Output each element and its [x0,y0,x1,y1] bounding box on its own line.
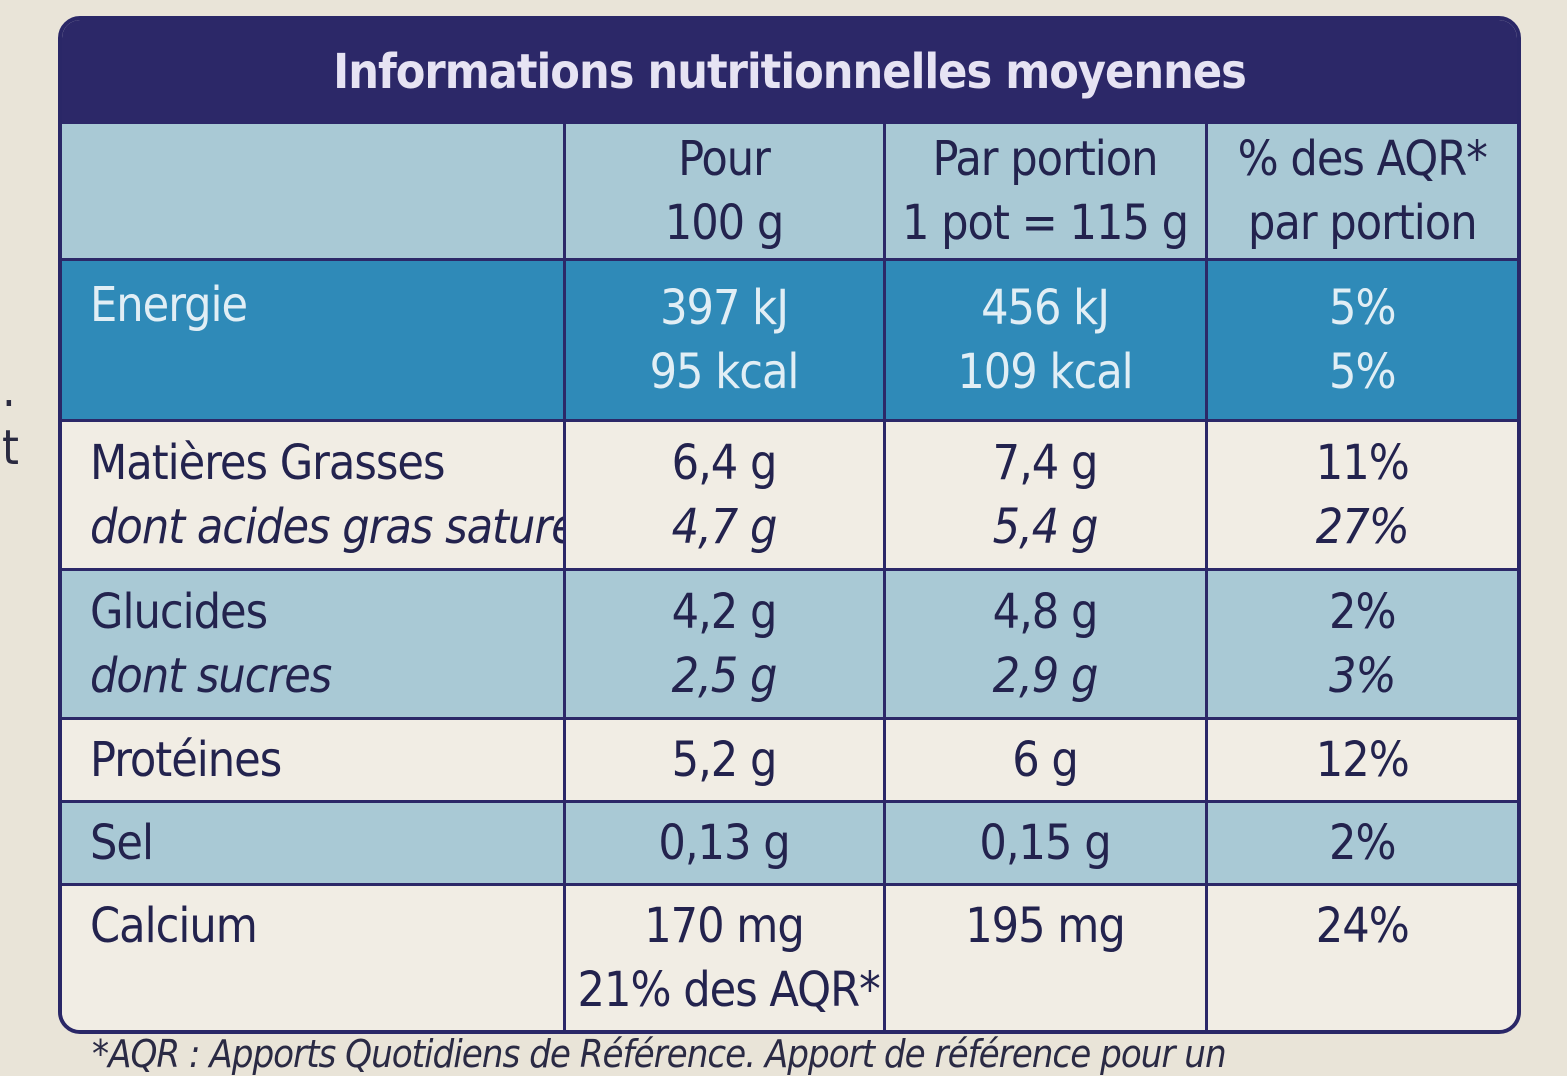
header-per-portion-line1: Par portion [932,131,1158,187]
matieres-grasses-value-portion: 7,4 g [992,435,1099,491]
energie-kj-percent: 5% [1328,280,1397,336]
matieres-grasses-percent: 11% [1315,435,1410,491]
acides-gras-satures-value-100g: 4,7 g [671,499,778,555]
glucides-per-100g: 4,2 g 2,5 g [562,568,886,720]
edge-mark-dot: . [2,362,16,418]
glucides-value-portion: 4,8 g [992,584,1099,640]
header-empty-cell [62,124,566,261]
glucides-value-100g: 4,2 g [671,584,778,640]
sel-label: Sel [62,800,566,886]
glucides-label: Glucides [90,584,268,640]
acides-gras-satures-label: dont acides gras saturés [90,499,564,555]
row-matieres-grasses: Matières Grasses dont acides gras saturé… [62,419,1517,571]
sel-per-portion: 0,15 g [882,800,1208,886]
row-calcium: Calcium 170 mg 21% des AQR* 195 mg 24% [62,883,1517,1030]
matieres-grasses-label-cell: Matières Grasses dont acides gras saturé… [62,419,566,571]
header-percent-aqr-line2: par portion [1247,195,1478,251]
nutrition-panel: Informations nutritionnelles moyennes Po… [58,16,1521,1034]
energie-kcal-per-100g: 95 kcal [649,344,800,400]
proteines-label: Protéines [62,717,566,803]
proteines-per-100g: 5,2 g [562,717,886,803]
header-percent-aqr: % des AQR* par portion [1204,124,1517,261]
sucres-label: dont sucres [90,648,332,704]
acides-gras-satures-value-portion: 5,4 g [992,499,1099,555]
energie-per-100g: 397 kJ 95 kcal [562,258,886,422]
energie-label: Energie [62,258,566,422]
header-per-portion-line2: 1 pot = 115 g [901,195,1189,251]
glucides-percent: 2% [1328,584,1397,640]
aqr-footnote: *AQR : Apports Quotidiens de Référence. … [92,1032,1227,1076]
energie-per-portion: 456 kJ 109 kcal [882,258,1208,422]
matieres-grasses-value-100g: 6,4 g [671,435,778,491]
calcium-percent-aqr: 24% [1204,883,1517,1030]
sel-percent-aqr: 2% [1204,800,1517,886]
sucres-value-100g: 2,5 g [671,648,778,704]
sel-per-100g: 0,13 g [562,800,886,886]
glucides-percent-aqr: 2% 3% [1204,568,1517,720]
calcium-aqr-100g: 21% des AQR* [577,962,881,1018]
energie-kj-per-portion: 456 kJ [981,280,1110,336]
energie-kcal-percent: 5% [1328,344,1397,400]
energie-percent-aqr: 5% 5% [1204,258,1517,422]
proteines-percent-aqr: 12% [1204,717,1517,803]
calcium-per-portion: 195 mg [882,883,1208,1030]
matieres-grasses-per-portion: 7,4 g 5,4 g [882,419,1208,571]
header-row: Pour 100 g Par portion 1 pot = 115 g % d… [62,124,1517,261]
header-per-100g: Pour 100 g [562,124,886,261]
proteines-per-portion: 6 g [882,717,1208,803]
header-per-100g-line2: 100 g [664,195,785,251]
matieres-grasses-percent-aqr: 11% 27% [1204,419,1517,571]
nutrition-table: Pour 100 g Par portion 1 pot = 115 g % d… [62,124,1517,1030]
glucides-label-cell: Glucides dont sucres [62,568,566,720]
energie-kcal-per-portion: 109 kcal [957,344,1133,400]
edge-mark-t: t [2,420,19,476]
row-sel: Sel 0,13 g 0,15 g 2% [62,800,1517,886]
calcium-per-100g: 170 mg 21% des AQR* [562,883,886,1030]
matieres-grasses-label: Matières Grasses [90,435,445,491]
sucres-value-portion: 2,9 g [992,648,1099,704]
calcium-label: Calcium [62,883,566,1030]
matieres-grasses-per-100g: 6,4 g 4,7 g [562,419,886,571]
acides-gras-satures-percent: 27% [1315,499,1410,555]
row-proteines: Protéines 5,2 g 6 g 12% [62,717,1517,803]
energie-kj-per-100g: 397 kJ [660,280,789,336]
panel-title: Informations nutritionnelles moyennes [62,20,1517,124]
row-glucides: Glucides dont sucres 4,2 g 2,5 g 4,8 g 2… [62,568,1517,720]
calcium-value-100g: 170 mg [644,898,805,954]
sucres-percent: 3% [1328,648,1397,704]
glucides-per-portion: 4,8 g 2,9 g [882,568,1208,720]
header-per-portion: Par portion 1 pot = 115 g [882,124,1208,261]
header-percent-aqr-line1: % des AQR* [1237,131,1488,187]
header-per-100g-line1: Pour [678,131,771,187]
row-energie: Energie 397 kJ 95 kcal 456 kJ 109 kcal 5… [62,258,1517,422]
